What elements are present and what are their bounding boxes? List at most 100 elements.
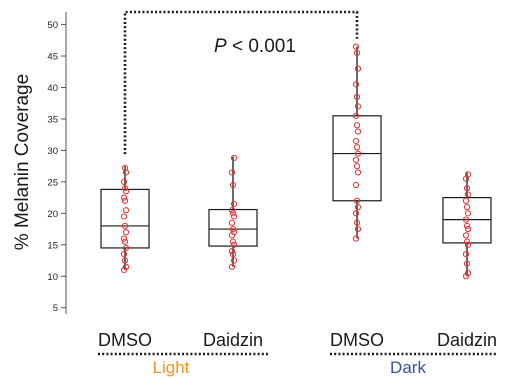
data-point-1-7 [230,229,238,236]
y-tick-label-5: 5 [53,303,58,314]
data-point-0-16 [122,169,130,176]
significance-bracket [123,10,359,155]
data-point-1-8 [229,225,237,233]
data-point-3-10 [464,210,472,217]
data-point-1-11 [229,210,237,217]
category-labels: DMSO Daidzin DMSO Daidzin [98,330,497,350]
data-point-0-14 [121,185,129,192]
data-point-0-5 [121,238,129,245]
p-value-text: < 0.001 [227,36,296,57]
y-axis: 5 10 15 20 25 30 35 40 45 50 [47,12,67,314]
data-point-3-0 [462,273,470,280]
boxes [100,43,492,280]
significance-annotation: P < 0.001 [123,10,359,155]
data-point-2-16 [354,103,362,110]
data-point-2-0 [352,235,360,242]
data-point-3-3 [462,251,470,258]
data-point-2-10 [354,150,362,157]
data-point-2-11 [353,144,361,151]
y-tick-label-45: 45 [47,52,58,63]
box-1 [208,208,258,247]
data-point-0-1 [122,263,130,270]
data-point-1-13 [230,200,238,207]
data-point-3-8 [463,222,471,230]
category-label-2: DMSO [330,330,384,350]
data-point-1-0 [228,263,236,270]
data-point-2-17 [353,93,361,101]
data-point-0-7 [122,229,130,236]
y-tick-label-30: 30 [47,146,58,157]
category-label-3: Daidzin [437,330,497,350]
data-point-0-6 [120,235,128,242]
data-point-3-2 [463,260,471,267]
data-point-2-5 [353,197,361,204]
data-point-2-13 [354,128,362,135]
p-value-symbol: P [214,36,227,57]
data-point-2-21 [352,43,360,50]
data-point-1-10 [230,213,238,220]
data-point-1-6 [228,232,236,239]
data-point-2-7 [354,169,362,176]
data-point-2-15 [352,112,360,119]
group-label-0: Light [153,358,190,377]
box-2 [332,115,382,202]
data-point-2-9 [352,156,360,163]
category-label-1: Daidzin [203,330,263,350]
data-point-2-1 [354,225,362,233]
y-tick-label-40: 40 [47,83,58,94]
data-point-3-14 [463,185,471,192]
data-point-3-9 [462,216,470,223]
box-3 [442,197,492,244]
data-point-1-16 [230,154,238,162]
data-point-2-14 [353,122,361,129]
data-point-0-0 [120,266,128,274]
data-point-2-3 [352,210,360,217]
data-point-2-20 [353,49,361,56]
data-point-2-18 [352,81,360,88]
category-label-0: DMSO [98,330,152,350]
data-point-3-12 [462,197,470,204]
data-point-2-12 [352,137,360,145]
data-point-0-11 [121,197,129,204]
data-point-1-4 [230,241,238,248]
p-value-label: P < 0.001 [214,36,296,57]
data-point-3-7 [464,225,472,233]
data-point-1-9 [228,219,236,226]
data-point-3-1 [464,270,472,277]
data-point-3-11 [463,203,471,211]
y-tick-label-20: 20 [47,209,58,220]
data-point-3-16 [464,171,472,178]
y-tick-label-15: 15 [47,240,58,251]
data-point-0-17 [121,164,129,172]
data-point-0-8 [121,222,129,230]
data-point-1-2 [229,251,237,258]
data-point-1-12 [228,207,236,214]
data-point-2-8 [353,163,361,170]
box-0 [100,188,150,249]
data-point-0-13 [122,188,130,195]
data-point-2-2 [353,219,361,226]
y-tick-label-10: 10 [47,272,58,283]
data-point-3-5 [463,238,471,245]
y-axis-label: % Melanin Coverage [12,74,33,250]
data-point-0-10 [122,207,130,214]
data-point-3-6 [462,232,470,239]
data-point-1-1 [230,257,238,264]
data-point-0-12 [120,194,128,201]
data-point-1-14 [229,181,237,189]
data-point-0-4 [122,244,130,252]
data-point-1-3 [228,247,236,255]
data-point-2-6 [352,181,360,189]
data-point-0-9 [120,213,128,220]
y-tick-label-25: 25 [47,177,58,188]
data-point-0-2 [121,257,129,264]
data-point-1-5 [229,238,237,245]
data-point-3-13 [464,191,472,198]
group-label-1: Dark [390,358,426,377]
data-point-2-4 [354,203,362,211]
y-tick-label-35: 35 [47,114,58,125]
data-point-1-15 [228,169,236,176]
data-point-0-15 [120,178,128,185]
data-point-3-4 [464,241,472,248]
